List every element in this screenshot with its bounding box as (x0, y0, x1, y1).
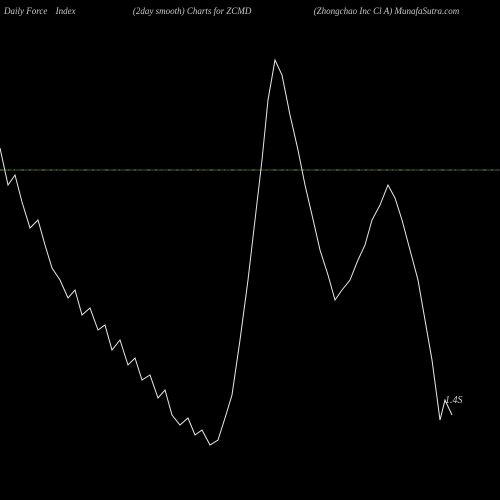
title-segment-4: (Zhongchao Inc Cl A) MunafaSutra.com (314, 6, 460, 16)
title-segment-3: (2day smooth) Charts for ZCMD (133, 6, 252, 16)
chart-plot-area: 1.4S (0, 20, 500, 480)
title-segment-1: Daily Force (4, 6, 47, 16)
last-value-label: 1.4S (445, 395, 463, 406)
title-segment-2: Index (56, 6, 76, 16)
force-index-chart (0, 20, 500, 480)
chart-title-bar: Daily Force Index (2day smooth) Charts f… (0, 6, 500, 16)
